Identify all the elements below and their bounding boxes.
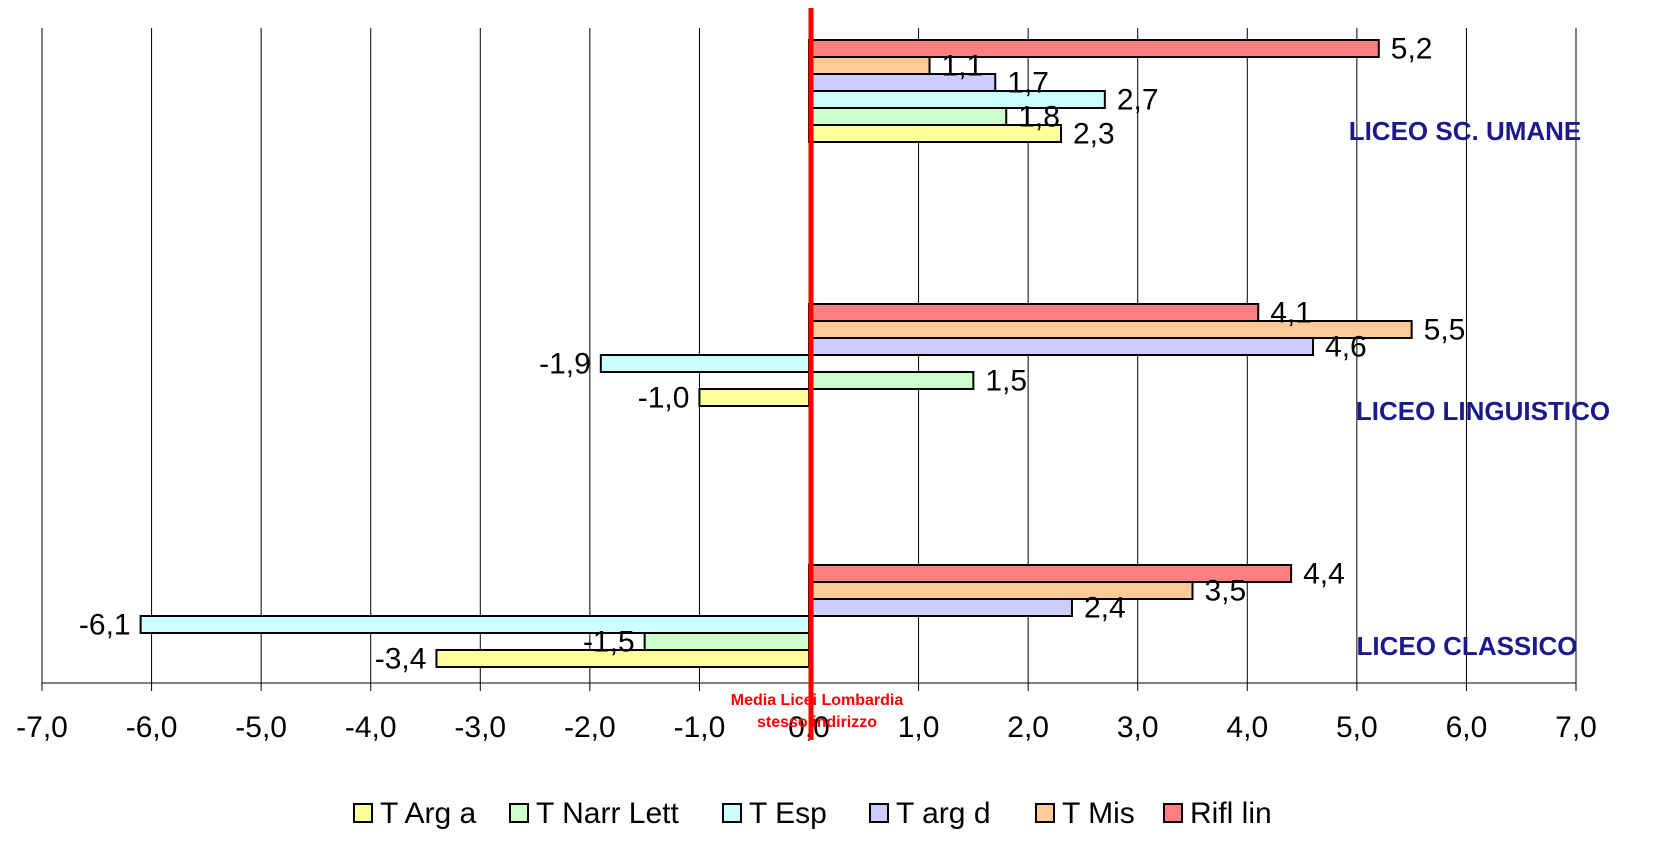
data-label: 5,5 [1424, 314, 1466, 347]
legend-label: Rifl lin [1190, 797, 1272, 830]
category-label: LICEO CLASSICO [1356, 631, 1577, 661]
bars [139, 39, 1413, 668]
data-label: -6,1 [79, 609, 131, 642]
bar-t-narr-lett [808, 107, 1008, 126]
bar-t-narr-lett [808, 371, 975, 390]
legend-swatch [1163, 803, 1183, 823]
data-label: 4,6 [1325, 331, 1367, 364]
data-label: 5,2 [1391, 33, 1433, 66]
x-tick-label: 2,0 [1007, 711, 1049, 744]
x-tick-label: 6,0 [1446, 711, 1488, 744]
bar-t-arg-a [698, 388, 811, 407]
bar-rifl-lin [808, 39, 1380, 58]
data-label: 2,4 [1084, 592, 1126, 625]
x-tick-label: 1,0 [898, 711, 940, 744]
bar-t-esp [808, 90, 1106, 109]
legend: T Arg a T Narr Lett T Esp T arg d T Mis Rifl … [353, 797, 1272, 830]
x-tick-label: -6,0 [126, 711, 178, 744]
bar-t-narr-lett [643, 632, 811, 651]
legend-label: T Mis [1062, 797, 1135, 830]
data-label: 4,4 [1303, 558, 1345, 591]
x-tick-label: 7,0 [1555, 711, 1597, 744]
bar-t-mis [808, 56, 931, 75]
data-label: 1,7 [1007, 67, 1049, 100]
bar-t-mis [808, 320, 1413, 339]
reference-line-label: stesso indirizzo [757, 714, 877, 731]
legend-swatch [869, 803, 889, 823]
x-tick-label: 4,0 [1226, 711, 1268, 744]
grid-lines [41, 28, 1577, 683]
category-label: LICEO SC. UMANE [1349, 116, 1582, 146]
x-tick-label: 3,0 [1117, 711, 1159, 744]
x-tick-label: -3,0 [454, 711, 506, 744]
data-label: -1,9 [539, 348, 591, 381]
bar-t-esp [139, 615, 811, 634]
data-label: 1,1 [942, 50, 984, 83]
reference-line-group: Media Licei Lombardia stesso indirizzo [731, 8, 904, 740]
x-tick-label: -5,0 [235, 711, 287, 744]
bar-rifl-lin [808, 303, 1260, 322]
x-tick-label: 5,0 [1336, 711, 1378, 744]
data-label: -1,5 [583, 626, 635, 659]
category-label: LICEO LINGUISTICO [1356, 396, 1610, 426]
legend-label: T Narr Lett [536, 797, 679, 830]
legend-label: T arg d [896, 797, 991, 830]
legend-label: T Esp [749, 797, 827, 830]
data-label: 4,1 [1270, 297, 1312, 330]
reference-line-label: Media Licei Lombardia [731, 692, 904, 709]
data-label: 1,8 [1018, 101, 1060, 134]
bar-t-arg-d [808, 337, 1315, 356]
x-axis: -7,0-6,0-5,0-4,0-3,0-2,0-1,00,01,02,03,0… [16, 682, 1597, 744]
data-label: -1,0 [638, 382, 690, 415]
legend-swatch [353, 803, 373, 823]
bar-t-mis [808, 581, 1194, 600]
data-labels: 2,3 1,8 2,7 1,7 1,1 5,2 -1,0 1,5 -1,9 4,6 5,5 4,1 -3… [79, 33, 1465, 676]
legend-swatch [1035, 803, 1055, 823]
legend-swatch [722, 803, 742, 823]
data-label: 1,5 [985, 365, 1027, 398]
data-label: 2,7 [1117, 84, 1159, 117]
x-tick-label: -7,0 [16, 711, 68, 744]
data-label: 3,5 [1205, 575, 1247, 608]
x-tick-label: -1,0 [674, 711, 726, 744]
category-labels: LICEO SC. UMANE LICEO LINGUISTICO LICEO CL… [1349, 116, 1610, 661]
data-label: -3,4 [375, 643, 427, 676]
data-label: 2,3 [1073, 118, 1115, 151]
x-tick-label: -2,0 [564, 711, 616, 744]
bar-t-arg-d [808, 598, 1073, 617]
legend-swatch [509, 803, 529, 823]
x-tick-label: -4,0 [345, 711, 397, 744]
legend-label: T Arg a [380, 797, 476, 830]
bar-t-esp [599, 354, 810, 373]
